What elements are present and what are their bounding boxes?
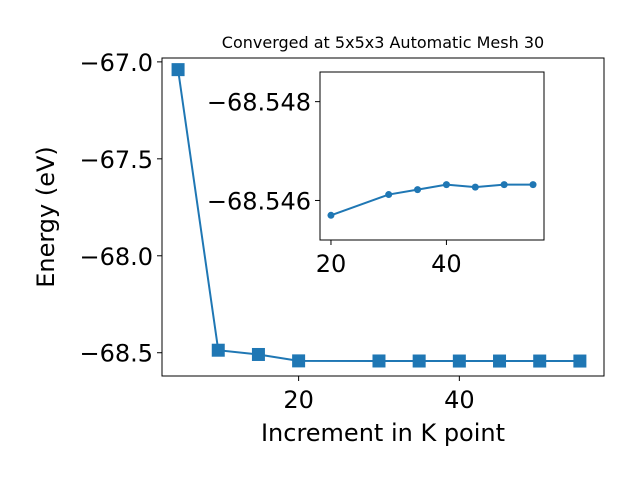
y-axis-label: Energy (eV)	[32, 146, 60, 288]
y-tick-label: −67.0	[79, 49, 153, 77]
data-point-marker	[385, 191, 393, 199]
y-tick-label: −68.0	[79, 243, 153, 271]
chart-title: Converged at 5x5x3 Automatic Mesh 30	[222, 33, 544, 52]
series-line	[177, 69, 580, 363]
x-tick-label: 20	[316, 250, 347, 278]
data-point-marker	[471, 183, 479, 191]
data-point-marker	[372, 354, 386, 368]
data-point-marker	[493, 354, 507, 368]
data-point-marker	[573, 354, 587, 368]
y-tick-label: −68.5	[79, 340, 153, 368]
data-point-marker	[414, 186, 422, 194]
data-point-marker	[171, 63, 185, 77]
y-tick-label: −68.546	[207, 187, 311, 215]
data-point-marker	[533, 354, 547, 368]
data-point-marker	[500, 181, 508, 189]
x-tick-label: 40	[431, 250, 462, 278]
x-tick-label: 20	[283, 386, 314, 414]
data-point-marker	[211, 343, 225, 357]
data-point-marker	[529, 181, 537, 189]
x-axis-label: Increment in K point	[261, 419, 505, 447]
data-point-marker	[412, 354, 426, 368]
x-tick-label: 40	[444, 386, 475, 414]
inset-plot-area	[319, 71, 545, 241]
inset-chart: 20 40 −68.548 −68.546	[207, 71, 545, 278]
data-point-marker	[327, 211, 335, 219]
y-tick-label: −68.548	[207, 89, 311, 117]
data-point-marker	[442, 181, 450, 189]
data-point-marker	[251, 347, 265, 361]
data-point-marker	[452, 354, 466, 368]
y-tick-label: −67.5	[79, 146, 153, 174]
data-point-marker	[292, 354, 306, 368]
